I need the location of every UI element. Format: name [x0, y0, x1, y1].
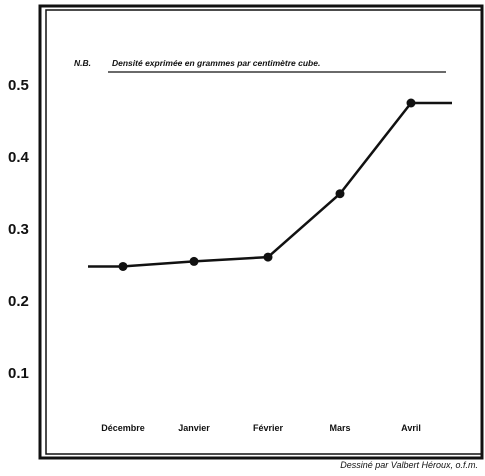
- data-point-mars: [335, 189, 345, 199]
- y-tick-label: 0.4: [8, 149, 30, 166]
- y-axis-tick-labels: 0.1 0.2 0.3 0.4 0.5: [8, 77, 30, 382]
- chart-frame-outer: [38, 4, 484, 460]
- series-line: [88, 101, 452, 268]
- y-tick-label: 0.2: [8, 293, 29, 310]
- x-tick-label: Mars: [329, 423, 350, 433]
- y-tick-label: 0.5: [8, 77, 29, 94]
- series-group: [88, 98, 452, 271]
- x-axis-tick-labels: Décembre Janvier Février Mars Avril: [101, 423, 421, 433]
- data-point-février: [263, 252, 273, 262]
- x-tick-label: Janvier: [178, 423, 210, 433]
- chart-frame-inner: [45, 9, 483, 455]
- data-point-décembre: [118, 261, 128, 271]
- data-point-avril: [406, 98, 416, 108]
- x-tick-label: Février: [253, 423, 284, 433]
- y-tick-label: 0.3: [8, 221, 29, 238]
- y-tick-label: 0.1: [8, 365, 29, 382]
- note-prefix: N.B.: [74, 58, 91, 68]
- note-annotation: N.B. Densité exprimée en grammes par cen…: [74, 58, 446, 73]
- credit-text: Dessiné par Valbert Héroux, o.f.m.: [340, 460, 478, 470]
- x-tick-label: Décembre: [101, 423, 145, 433]
- note-text: Densité exprimée en grammes par centimèt…: [112, 58, 320, 68]
- data-point-janvier: [189, 256, 199, 266]
- x-tick-label: Avril: [401, 423, 421, 433]
